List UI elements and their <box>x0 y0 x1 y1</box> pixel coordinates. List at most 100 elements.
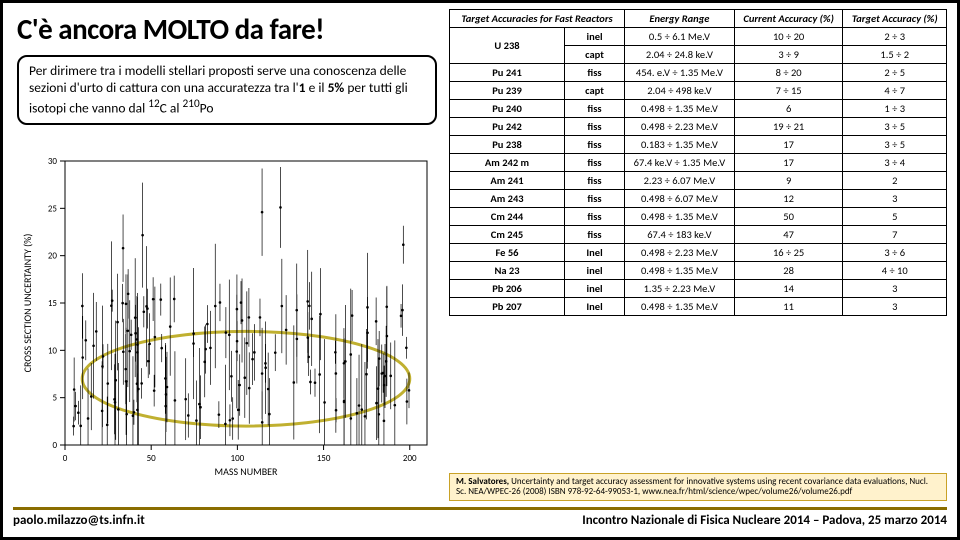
reaction-cell: fiss <box>565 172 625 190</box>
target-acc-cell: 1.5 ÷ 2 <box>843 46 947 64</box>
energy-cell: 0.498 ÷ 2.23 Me.V <box>625 118 735 136</box>
isotope-cell: Pu 238 <box>450 136 565 154</box>
target-acc-cell: 2 ÷ 3 <box>843 28 947 46</box>
table-header: Current Accuracy (%) <box>734 10 843 28</box>
reaction-cell: fiss <box>565 190 625 208</box>
isotope-cell: Na 23 <box>450 262 565 280</box>
energy-cell: 2.23 ÷ 6.07 Me.V <box>625 172 735 190</box>
current-acc-cell: 6 <box>734 100 843 118</box>
citation-box: M. Salvatores, Uncertainty and target ac… <box>449 473 947 501</box>
reaction-cell: capt <box>565 46 625 64</box>
energy-cell: 0.5 ÷ 6.1 Me.V <box>625 28 735 46</box>
energy-cell: 0.498 ÷ 1.35 Me.V <box>625 298 735 316</box>
target-acc-cell: 3 ÷ 4 <box>843 154 947 172</box>
reaction-cell: fiss <box>565 118 625 136</box>
target-acc-cell: 2 ÷ 5 <box>843 64 947 82</box>
target-acc-cell: 4 ÷ 10 <box>843 262 947 280</box>
current-acc-cell: 19 ÷ 21 <box>734 118 843 136</box>
current-acc-cell: 14 <box>734 280 843 298</box>
energy-cell: 0.183 ÷ 1.35 Me.V <box>625 136 735 154</box>
current-acc-cell: 28 <box>734 262 843 280</box>
reaction-cell: fiss <box>565 154 625 172</box>
reaction-cell: inel <box>565 28 625 46</box>
svg-text:15: 15 <box>48 298 58 309</box>
svg-text:150: 150 <box>317 453 331 464</box>
table-row: Am 241fiss2.23 ÷ 6.07 Me.V92 <box>450 172 947 190</box>
current-acc-cell: 9 <box>734 172 843 190</box>
energy-cell: 2.04 ÷ 498 ke.V <box>625 82 735 100</box>
current-acc-cell: 11 <box>734 298 843 316</box>
table-row: Pb 206inel1.35 ÷ 2.23 Me.V143 <box>450 280 947 298</box>
table-row: Pu 240fiss0.498 ÷ 1.35 Me.V61 ÷ 3 <box>450 100 947 118</box>
svg-text:0: 0 <box>63 453 68 464</box>
reaction-cell: inel <box>565 262 625 280</box>
isotope-cell: Pb 207 <box>450 298 565 316</box>
isotope-cell: U 238 <box>450 28 565 64</box>
isotope-cell: Pb 206 <box>450 280 565 298</box>
reaction-cell: fiss <box>565 136 625 154</box>
isotope-cell: Cm 244 <box>450 208 565 226</box>
desc-iso2: Po <box>200 99 214 116</box>
energy-cell: 0.498 ÷ 1.35 Me.V <box>625 100 735 118</box>
desc-mid: e il <box>306 79 328 96</box>
target-acc-cell: 3 <box>843 280 947 298</box>
target-acc-cell: 3 ÷ 5 <box>843 136 947 154</box>
target-acc-cell: 2 <box>843 172 947 190</box>
citation-text: Uncertainty and target accuracy assessme… <box>456 476 928 497</box>
energy-cell: 454. e.V ÷ 1.35 Me.V <box>625 64 735 82</box>
target-acc-cell: 7 <box>843 226 947 244</box>
desc-b1: 1 <box>299 79 306 96</box>
table-row: Cm 245fiss67.4 ÷ 183 ke.V477 <box>450 226 947 244</box>
svg-text:100: 100 <box>231 453 245 464</box>
table-row: Pu 242fiss0.498 ÷ 2.23 Me.V19 ÷ 213 ÷ 5 <box>450 118 947 136</box>
svg-text:CROSS SECTION UNCERTAINTY (%): CROSS SECTION UNCERTAINTY (%) <box>21 234 34 373</box>
table-header: Target Accuracies for Fast Reactors <box>450 10 625 28</box>
current-acc-cell: 7 ÷ 15 <box>734 82 843 100</box>
svg-text:200: 200 <box>403 453 417 464</box>
isotope-cell: Pu 242 <box>450 118 565 136</box>
current-acc-cell: 47 <box>734 226 843 244</box>
target-acc-cell: 4 ÷ 7 <box>843 82 947 100</box>
target-acc-cell: 3 ÷ 5 <box>843 118 947 136</box>
desc-iso2-sup: 210 <box>183 97 200 111</box>
reaction-cell: capt <box>565 82 625 100</box>
current-acc-cell: 17 <box>734 154 843 172</box>
energy-cell: 67.4 ÷ 183 ke.V <box>625 226 735 244</box>
isotope-cell: Am 243 <box>450 190 565 208</box>
table-row: Pb 207Inel0.498 ÷ 1.35 Me.V113 <box>450 298 947 316</box>
table-row: Fe 56Inel0.498 ÷ 2.23 Me.V16 ÷ 253 ÷ 6 <box>450 244 947 262</box>
desc-iso1-sup: 12 <box>148 97 159 111</box>
accuracy-table: Target Accuracies for Fast ReactorsEnerg… <box>449 9 947 316</box>
energy-cell: 0.498 ÷ 1.35 Me.V <box>625 262 735 280</box>
energy-cell: 0.498 ÷ 6.07 Me.V <box>625 190 735 208</box>
reaction-cell: Inel <box>565 244 625 262</box>
current-acc-cell: 16 ÷ 25 <box>734 244 843 262</box>
footer-email: paolo.milazzo@ts.infn.it <box>13 513 145 528</box>
table-row: Am 243fiss0.498 ÷ 6.07 Me.V123 <box>450 190 947 208</box>
table-row: Cm 244fiss0.498 ÷ 1.35 Me.V505 <box>450 208 947 226</box>
current-acc-cell: 3 ÷ 9 <box>734 46 843 64</box>
svg-text:10: 10 <box>48 345 58 356</box>
target-acc-cell: 3 <box>843 298 947 316</box>
uncertainty-chart: 050100150200051015202530MASS NUMBERCROSS… <box>17 151 437 481</box>
current-acc-cell: 17 <box>734 136 843 154</box>
reaction-cell: fiss <box>565 226 625 244</box>
table-row: U 238inel0.5 ÷ 6.1 Me.V10 ÷ 202 ÷ 3 <box>450 28 947 46</box>
table-row: Pu 238fiss0.183 ÷ 1.35 Me.V173 ÷ 5 <box>450 136 947 154</box>
isotope-cell: Am 242 m <box>450 154 565 172</box>
svg-text:MASS NUMBER: MASS NUMBER <box>215 465 279 478</box>
footer: paolo.milazzo@ts.infn.it Incontro Nazion… <box>13 507 947 528</box>
svg-text:50: 50 <box>147 453 157 464</box>
reaction-cell: fiss <box>565 64 625 82</box>
table-row: Pu 239capt2.04 ÷ 498 ke.V7 ÷ 154 ÷ 7 <box>450 82 947 100</box>
isotope-cell: Pu 239 <box>450 82 565 100</box>
table-header: Energy Range <box>625 10 735 28</box>
target-acc-cell: 3 ÷ 6 <box>843 244 947 262</box>
isotope-cell: Fe 56 <box>450 244 565 262</box>
current-acc-cell: 12 <box>734 190 843 208</box>
isotope-cell: Pu 241 <box>450 64 565 82</box>
svg-text:25: 25 <box>48 203 58 214</box>
energy-cell: 67.4 ke.V ÷ 1.35 Me.V <box>625 154 735 172</box>
energy-cell: 0.498 ÷ 1.35 Me.V <box>625 208 735 226</box>
svg-text:0: 0 <box>52 440 57 451</box>
